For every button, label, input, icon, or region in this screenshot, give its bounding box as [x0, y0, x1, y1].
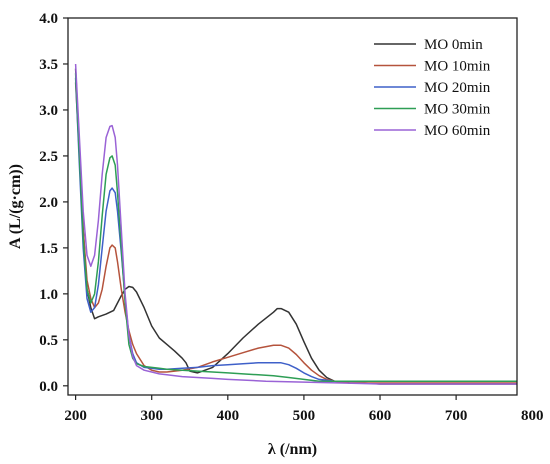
- y-tick-label: 2.5: [39, 149, 58, 165]
- ticks-layer: 200 300 400 500 600 700 800 0.0 0.5 1.0 1.5 2.0 2.5 3…: [39, 11, 543, 424]
- x-tick-label: 600: [369, 408, 392, 424]
- x-tick-label: 500: [293, 408, 316, 424]
- x-tick-label: 300: [140, 408, 163, 424]
- x-tick-label: 700: [445, 408, 468, 424]
- y-tick-label: 3.0: [39, 103, 58, 119]
- x-tick-label: 200: [64, 408, 87, 424]
- legend-label: MO 0min: [424, 37, 483, 53]
- y-tick-label: 0.5: [39, 333, 58, 349]
- y-tick-label: 4.0: [39, 11, 58, 27]
- x-axis-title: λ (/nm): [268, 441, 317, 458]
- x-tick-label: 800: [521, 408, 544, 424]
- y-tick-label: 1.5: [39, 241, 58, 257]
- legend-label: MO 10min: [424, 59, 491, 75]
- plot-frame: [67, 17, 518, 396]
- y-tick-label: 2.0: [39, 195, 58, 211]
- legend-label: MO 20min: [424, 80, 491, 96]
- x-tick-label: 400: [217, 408, 240, 424]
- legend-label: MO 60min: [424, 123, 491, 139]
- legend: MO 0min MO 10min MO 20min MO 30min MO 60min: [374, 37, 491, 139]
- series-line-4: [74, 63, 517, 385]
- y-tick-label: 1.0: [39, 287, 58, 303]
- y-axis-title: A (L/(g·cm)): [7, 164, 24, 249]
- y-tick-label: 3.5: [39, 57, 58, 73]
- y-tick-label: 0.0: [39, 379, 58, 395]
- legend-label: MO 30min: [424, 102, 491, 118]
- series-line-3: [74, 73, 517, 382]
- series-layer: [74, 63, 517, 385]
